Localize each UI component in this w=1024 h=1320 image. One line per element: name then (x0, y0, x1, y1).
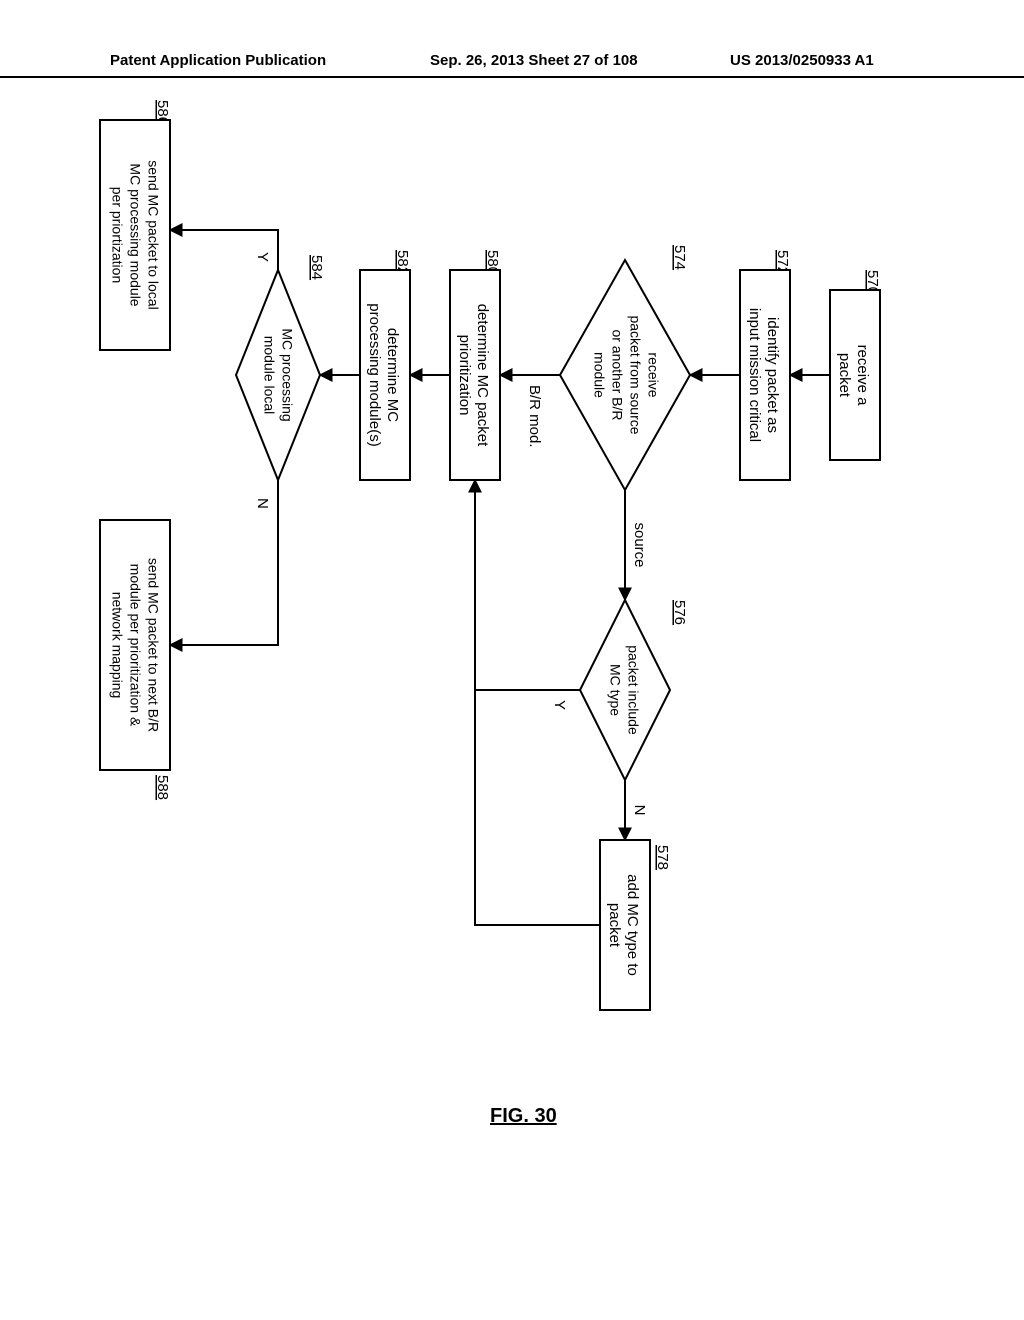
node-582-line2: processing module(s) (366, 303, 383, 446)
node-574-line1: receive (645, 352, 661, 397)
node-574-line4: module (591, 352, 607, 398)
node-574-line3: or another B/R (609, 329, 625, 420)
page: Patent Application Publication Sep. 26, … (0, 0, 1024, 1320)
page-header: Patent Application Publication Sep. 26, … (0, 52, 1024, 78)
node-584-line2: module local (261, 336, 277, 415)
node-572-line1: identify packet as (764, 317, 781, 433)
node-582: 582 determine MC processing module(s) (360, 250, 411, 480)
edge-574-580-label: B/R mod. (526, 385, 543, 448)
node-586: 586 send MC packet to local MC processin… (100, 100, 171, 350)
node-582-line1: determine MC (384, 328, 401, 422)
figure-wrap: 570 receive a packet 572 identify packet… (120, 200, 920, 1200)
node-580-line2: prioritization (456, 335, 473, 416)
flowchart-svg: 570 receive a packet 572 identify packet… (120, 200, 920, 1200)
node-572: 572 identify packet as input mission cri… (740, 250, 791, 480)
node-580: 580 determine MC packet prioritization (450, 250, 501, 480)
edge-578-merge (475, 690, 600, 925)
edge-584-586-label: Y (254, 252, 271, 262)
edge-576-merge (475, 480, 580, 690)
node-580-line1: determine MC packet (474, 304, 491, 447)
node-570-line2: packet (836, 353, 853, 398)
node-586-line2: MC processing module (127, 163, 143, 306)
node-578: 578 add MC type to packet (600, 840, 671, 1010)
header-right: US 2013/0250933 A1 (730, 52, 874, 69)
edge-574-576-label: source (631, 522, 648, 567)
node-588-line3: network mapping (109, 592, 125, 699)
edge-584-586 (170, 230, 278, 270)
node-574-line2: packet from source (627, 315, 643, 434)
node-588-line1: send MC packet to next B/R (145, 558, 161, 732)
header-mid: Sep. 26, 2013 Sheet 27 of 108 (430, 52, 638, 69)
edge-576-578-label: N (631, 805, 648, 816)
edge-576-merge-label: Y (551, 700, 568, 710)
ref-588: 588 (154, 775, 171, 800)
node-574: 574 receive packet from source or anothe… (560, 245, 690, 490)
ref-574: 574 (671, 245, 688, 270)
node-586-line3: per priortization (109, 187, 125, 284)
ref-584: 584 (308, 255, 325, 280)
edge-584-588-label: N (254, 498, 271, 509)
node-588: 588 send MC packet to next B/R module pe… (100, 520, 171, 800)
node-576-line1: packet include (625, 645, 641, 735)
node-570-line1: receive a (854, 345, 871, 407)
node-576: 576 packet include MC type (580, 600, 688, 780)
figure-caption: FIG. 30 (490, 1105, 557, 1128)
node-576-line2: MC type (607, 664, 623, 716)
node-578-line2: packet (606, 903, 623, 948)
node-586-line1: send MC packet to local (145, 160, 161, 309)
node-578-line1: add MC type to (624, 874, 641, 976)
node-584: 584 MC processing module local (236, 255, 325, 480)
node-588-line2: module per prioritization & (127, 564, 143, 727)
node-584-line1: MC processing (279, 328, 295, 421)
node-570: 570 receive a packet (830, 270, 881, 460)
header-left: Patent Application Publication (110, 52, 326, 69)
ref-576: 576 (671, 600, 688, 625)
node-572-line2: input mission critical (746, 308, 763, 442)
ref-578: 578 (654, 845, 671, 870)
